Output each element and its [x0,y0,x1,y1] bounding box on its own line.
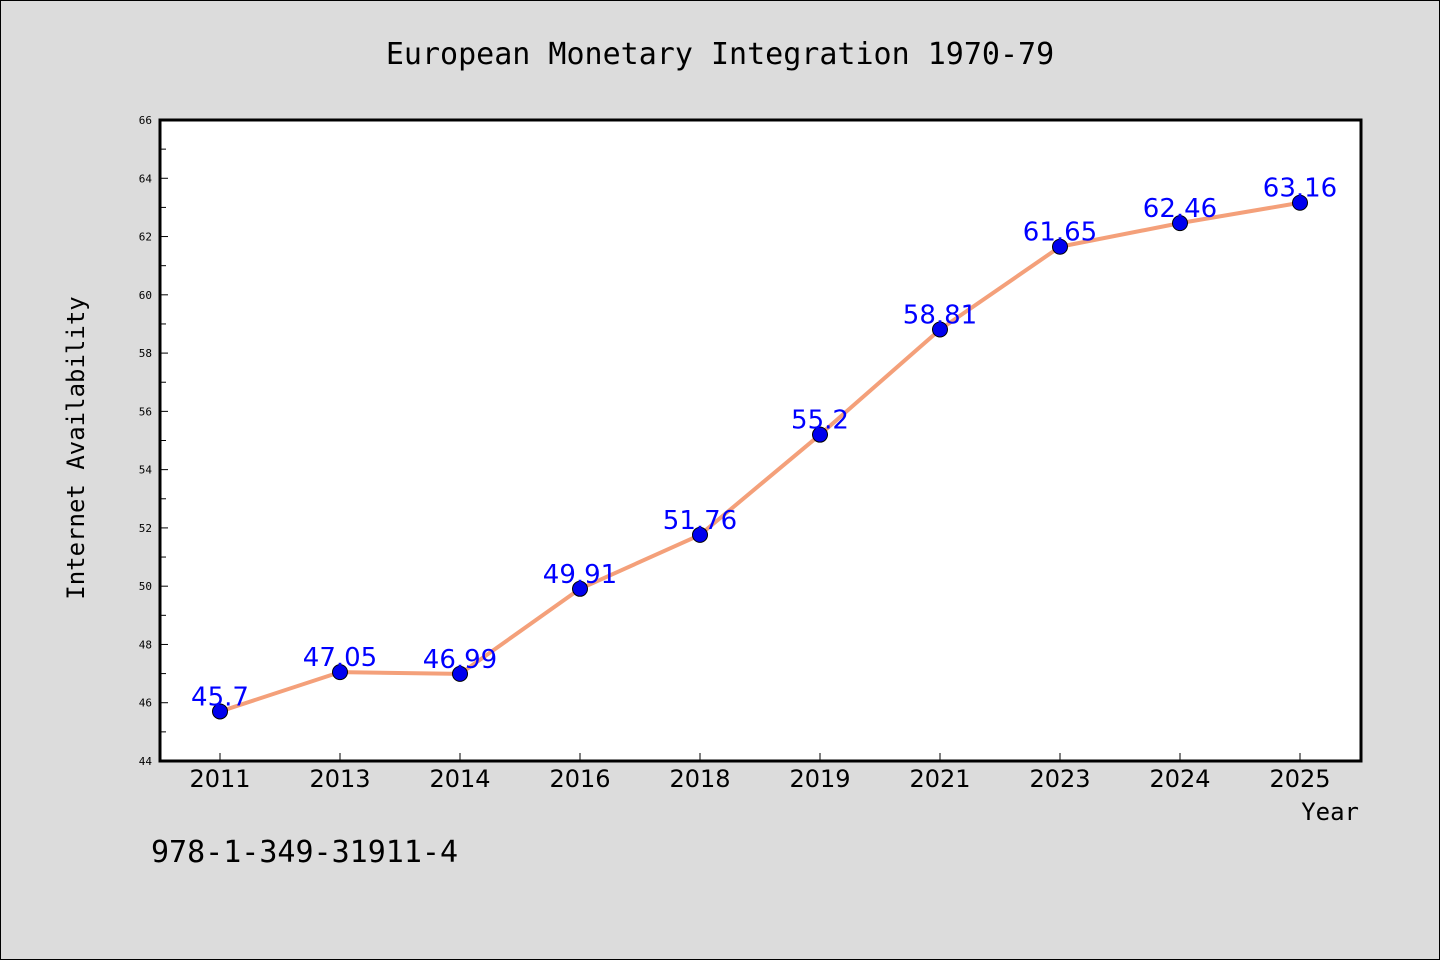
x-tick-label: 2019 [789,765,850,793]
data-label: 49.91 [543,560,617,590]
data-point [572,580,588,597]
data-label: 46.99 [423,645,497,675]
series-path [219,200,1301,714]
data-point [1292,194,1308,211]
chart-title: European Monetary Integration 1970-79 [386,37,1054,72]
y-axis-label: Internet Availability [62,296,90,599]
data-point [452,665,468,682]
y-tick-label: 52 [139,522,152,535]
x-tick-label: 2011 [189,765,250,793]
x-tick-label: 2016 [549,765,610,793]
series-line [212,194,1308,720]
x-axis: 2011 2013 2014 2016 2018 2019 2021 2023 2024 2025 [189,753,1331,793]
x-tick-label: 2013 [309,765,370,793]
data-label: 61.65 [1023,218,1097,248]
data-label: 55.2 [791,406,849,436]
y-tick-label: 44 [139,755,153,768]
y-tick-label: 62 [139,231,152,244]
x-tick-label: 2023 [1029,765,1090,793]
y-tick-label: 50 [139,580,152,593]
data-point [932,321,948,338]
x-tick-label: 2014 [429,765,490,793]
x-tick-label: 2021 [909,765,970,793]
y-tick-label: 54 [139,464,153,477]
x-axis-label: Year [1301,798,1359,826]
data-point [1172,215,1188,232]
y-tick-label: 46 [139,697,152,710]
data-label: 58.81 [903,300,977,330]
data-label: 62.46 [1143,194,1217,224]
y-tick-label: 56 [139,405,152,418]
y-tick-label: 48 [139,638,152,651]
isbn-text: 978-1-349-31911-4 [151,835,459,870]
y-tick-label: 58 [139,347,152,360]
x-tick-label: 2018 [669,765,730,793]
data-point [212,703,228,720]
data-point [812,426,828,443]
data-label: 63.16 [1263,174,1337,204]
data-label: 51.76 [663,506,737,536]
y-tick-label: 60 [139,289,152,302]
data-label: 47.05 [303,643,377,673]
y-tick-label: 64 [139,172,153,185]
data-point [332,664,348,681]
data-point [1052,238,1068,255]
data-label: 45.7 [191,682,249,712]
y-axis: 44 46 48 50 52 54 56 58 60 62 64 66 [139,114,168,768]
data-labels: 45.7 47.05 46.99 49.91 51.76 55.2 58.81 61.65 62… [191,174,1337,713]
y-tick-label: 66 [139,114,152,127]
x-tick-label: 2025 [1269,765,1330,793]
data-point [692,526,708,543]
x-tick-label: 2024 [1149,765,1210,793]
